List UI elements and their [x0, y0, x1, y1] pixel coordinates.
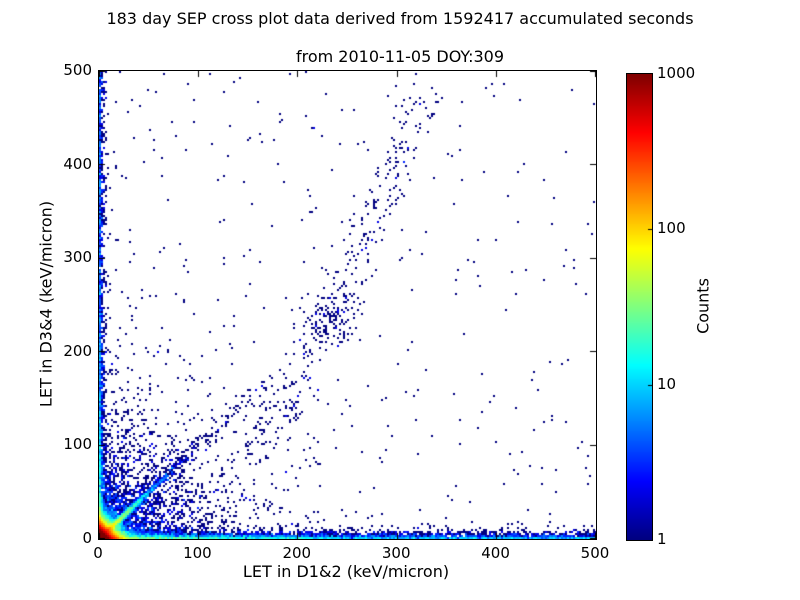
x-tick-label-200: 200	[282, 544, 312, 562]
x-tick-label-500: 500	[580, 544, 610, 562]
x-tick-label-300: 300	[381, 544, 411, 562]
scatter-heatmap-canvas	[99, 71, 596, 539]
y-tick-label-500: 500	[63, 61, 92, 79]
colorbar-tick-label-1: 1	[657, 530, 667, 548]
y-tick-label-100: 100	[63, 435, 92, 454]
y-tick-label-400: 400	[63, 154, 92, 173]
x-axis-label: LET in D1&2 (keV/micron)	[242, 562, 450, 581]
y-tick-label-0: 0	[82, 529, 92, 547]
colorbar-tick-label-1000: 1000	[657, 64, 696, 82]
x-tick-label-400: 400	[481, 544, 510, 562]
title-line-2: from 2010-11-05 DOY:309	[295, 47, 504, 66]
x-tick-label-100: 100	[183, 544, 212, 562]
y-tick-label-200: 200	[63, 341, 92, 360]
colorbar-axis-label: Counts	[693, 278, 713, 334]
plot-area	[98, 70, 597, 540]
colorbar-tick-label-100: 100	[657, 219, 686, 238]
colorbar-tick-label-10: 10	[657, 374, 677, 393]
colorbar-gradient-canvas	[627, 74, 652, 540]
title-line-1: 183 day SEP cross plot data derived from…	[106, 9, 694, 28]
colorbar	[626, 73, 653, 541]
y-axis-label: LET in D3&4 (keV/micron)	[36, 200, 56, 408]
y-tick-label-300: 300	[63, 248, 92, 267]
x-tick-label-0: 0	[93, 544, 103, 562]
